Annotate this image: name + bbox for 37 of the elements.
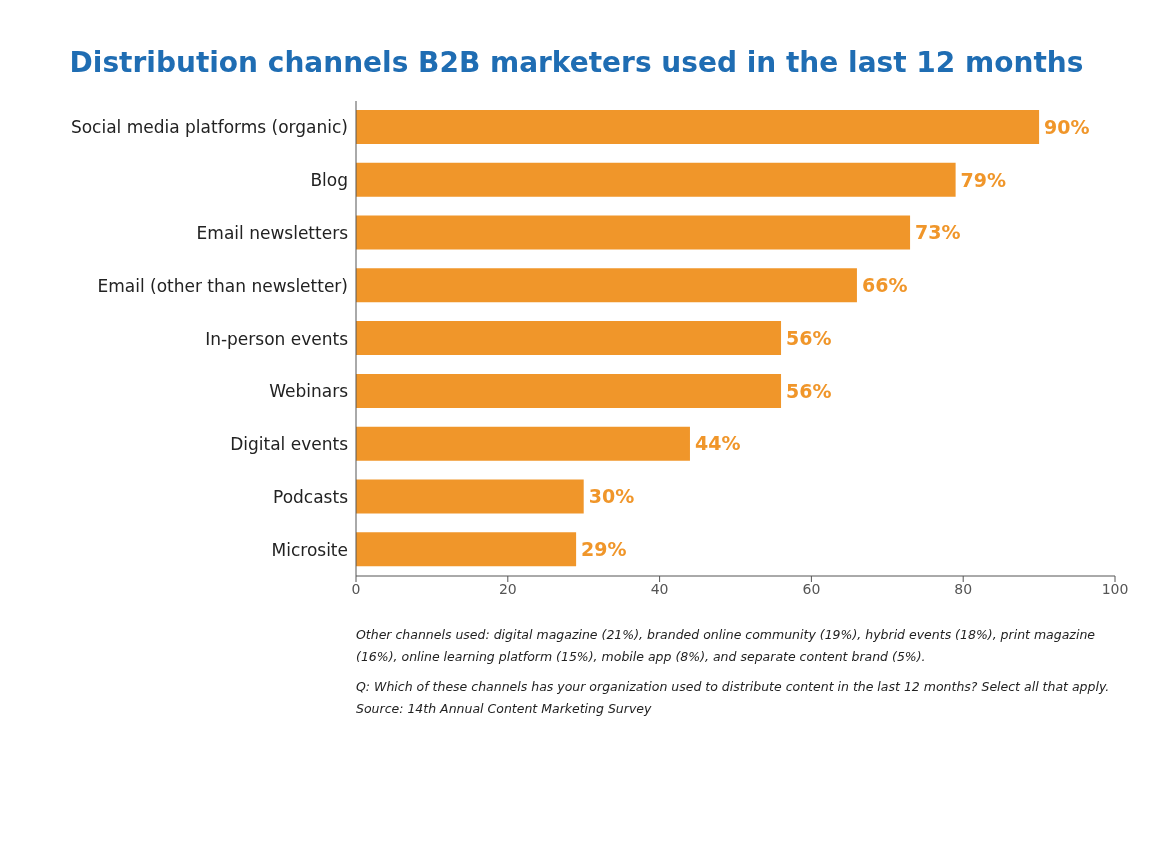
y-tick-label: Social media platforms (organic): [70, 117, 348, 138]
data-label: 79%: [960, 168, 1007, 191]
data-label: 30%: [588, 485, 635, 508]
y-tick-label: Microsite: [271, 539, 348, 560]
x-tick-label: 20: [498, 580, 517, 597]
data-label: 56%: [786, 326, 832, 349]
x-tick-label: 80: [954, 580, 973, 597]
data-label: 90%: [1044, 115, 1090, 138]
data-label: 44%: [694, 432, 741, 455]
y-tick-label: Email newsletters: [196, 222, 349, 243]
bar: [356, 162, 956, 197]
bar: [356, 110, 1040, 144]
text: Q: Which of these channels has your organization used to distribute content in the last 12 months? Select all that apply.: [356, 678, 1111, 696]
x-tick-label: 0: [351, 580, 361, 597]
text: Other channels used: digital magazine (21%), branded online community (19%), hybrid events (18%), print magazine (16%), online learning platform (15%), mobile app (8%), and separate content brand (5%).: [356, 626, 1097, 666]
x-tick-label: 40: [650, 580, 669, 597]
bar: [356, 532, 577, 567]
bar: [356, 373, 782, 408]
bar: [356, 479, 584, 514]
data-label: 73%: [915, 221, 961, 244]
bar: [356, 215, 911, 250]
source-note: Source: 14th Annual Content Marketing Survey: [356, 700, 653, 718]
data-label: 29%: [581, 537, 627, 560]
bar: [356, 426, 690, 461]
bar: [356, 268, 857, 303]
y-tick-label: Email (other than newsletter): [97, 275, 348, 296]
y-tick-label: Podcasts: [273, 486, 349, 507]
y-tick-label: In-person events: [205, 328, 349, 349]
x-tick-label: 100: [1101, 580, 1129, 597]
y-tick-label: Blog: [310, 170, 348, 191]
data-label: 66%: [861, 274, 908, 297]
data-label: 56%: [786, 379, 832, 402]
chart-title: Distribution channels B2B marketers used in the last 12 months: [68, 45, 1085, 81]
bar: [356, 321, 782, 356]
y-tick-label: Webinars: [269, 381, 349, 402]
y-tick-label: Digital events: [230, 434, 349, 455]
x-tick-label: 60: [802, 580, 821, 597]
